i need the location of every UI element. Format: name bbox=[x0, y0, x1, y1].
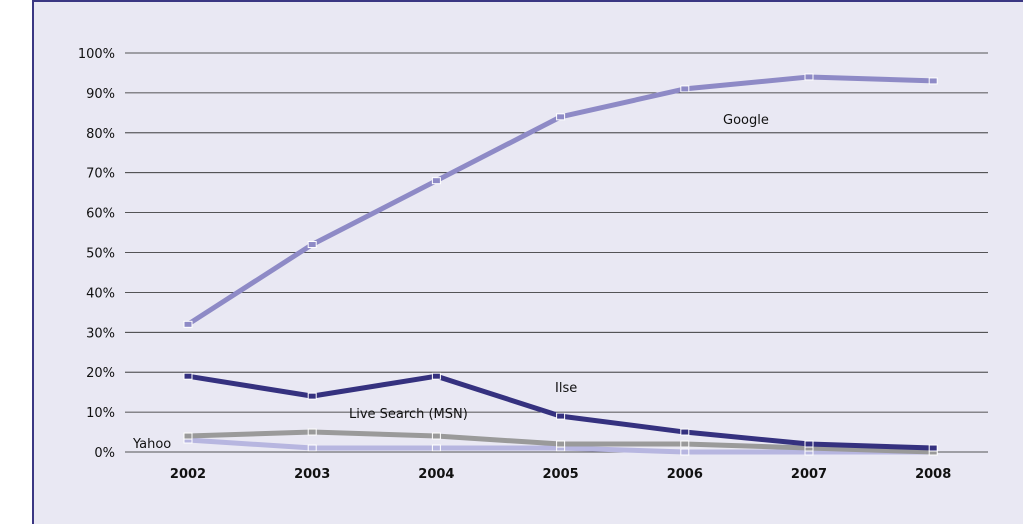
data-point-ilse bbox=[556, 412, 566, 420]
frame-top-rule bbox=[34, 0, 1023, 2]
y-tick-label: 0% bbox=[94, 446, 115, 461]
data-point-google bbox=[804, 73, 814, 81]
data-point-live-search-msn bbox=[680, 440, 690, 448]
data-point-google bbox=[431, 177, 441, 185]
series-label-google: Google bbox=[723, 113, 769, 128]
y-tick-label: 30% bbox=[86, 326, 115, 341]
y-tick-label: 70% bbox=[86, 167, 115, 182]
data-point-yahoo bbox=[307, 444, 317, 452]
x-tick-label-2004: 2004 bbox=[418, 467, 454, 482]
data-point-ilse bbox=[307, 392, 317, 400]
y-tick-label: 80% bbox=[86, 127, 115, 142]
x-tick-label-2005: 2005 bbox=[543, 467, 579, 482]
data-point-live-search-msn bbox=[307, 428, 317, 436]
data-point-yahoo bbox=[431, 444, 441, 452]
y-tick-label: 90% bbox=[86, 87, 115, 102]
data-point-google bbox=[556, 113, 566, 121]
data-point-google bbox=[928, 77, 938, 85]
data-point-yahoo bbox=[680, 448, 690, 456]
data-point-google bbox=[183, 320, 193, 328]
data-point-live-search-msn bbox=[431, 432, 441, 440]
y-tick-label: 100% bbox=[78, 47, 115, 62]
series-label-ilse: Ilse bbox=[555, 381, 577, 396]
series-label-yahoo: Yahoo bbox=[132, 437, 171, 452]
data-point-google bbox=[307, 241, 317, 249]
y-tick-label: 40% bbox=[86, 286, 115, 301]
y-tick-label: 50% bbox=[86, 247, 115, 262]
x-tick-label-2007: 2007 bbox=[791, 467, 827, 482]
series-label-live-search-msn: Live Search (MSN) bbox=[349, 407, 468, 422]
x-tick-label-2002: 2002 bbox=[170, 467, 206, 482]
data-point-live-search-msn bbox=[556, 440, 566, 448]
data-point-ilse bbox=[431, 372, 441, 380]
data-point-ilse bbox=[183, 372, 193, 380]
data-point-live-search-msn bbox=[183, 432, 193, 440]
data-point-google bbox=[680, 85, 690, 93]
data-point-ilse bbox=[680, 428, 690, 436]
x-tick-label-2006: 2006 bbox=[667, 467, 703, 482]
y-tick-label: 20% bbox=[86, 366, 115, 381]
x-tick-label-2008: 2008 bbox=[915, 467, 951, 482]
y-tick-label: 60% bbox=[86, 207, 115, 222]
frame-left-rule bbox=[32, 0, 34, 524]
data-point-ilse bbox=[804, 440, 814, 448]
data-point-ilse bbox=[928, 444, 938, 452]
x-tick-label-2003: 2003 bbox=[294, 467, 330, 482]
y-tick-label: 10% bbox=[86, 406, 115, 421]
